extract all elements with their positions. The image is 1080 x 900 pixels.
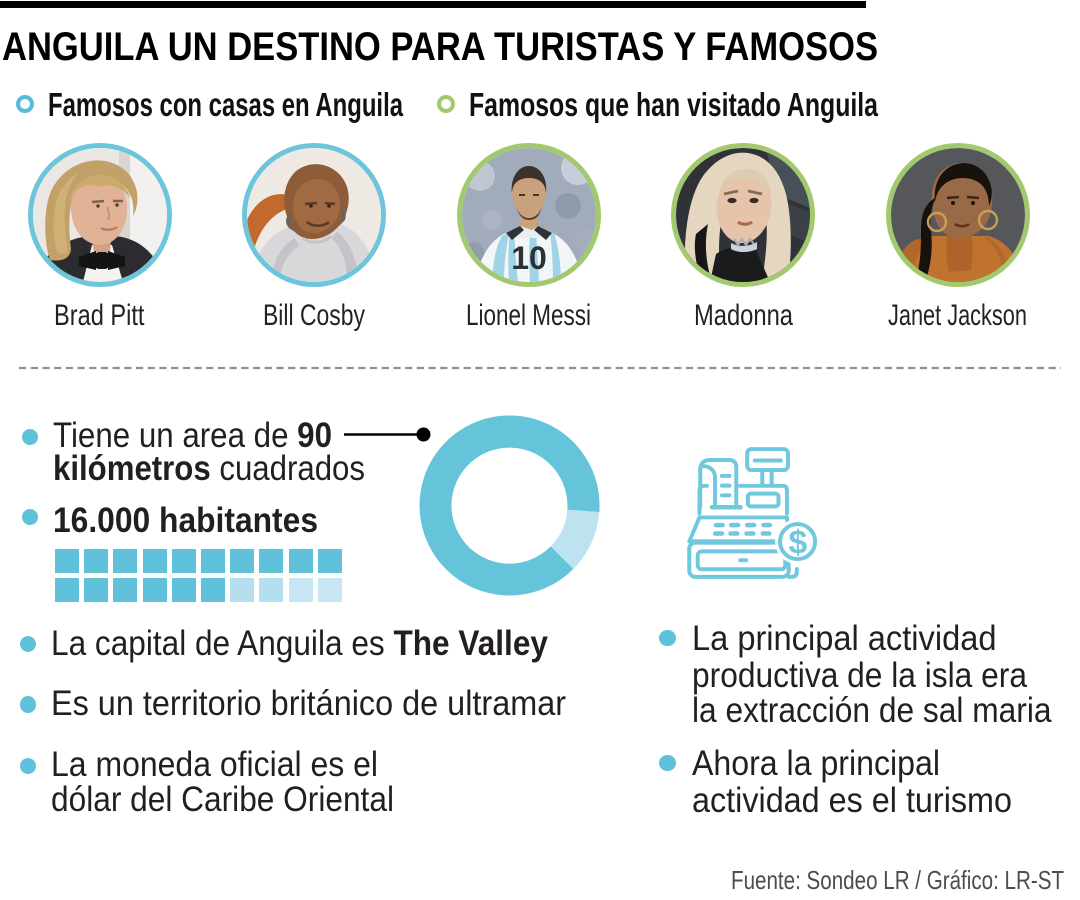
- svg-text:10: 10: [511, 240, 547, 276]
- svg-text:$: $: [789, 525, 808, 562]
